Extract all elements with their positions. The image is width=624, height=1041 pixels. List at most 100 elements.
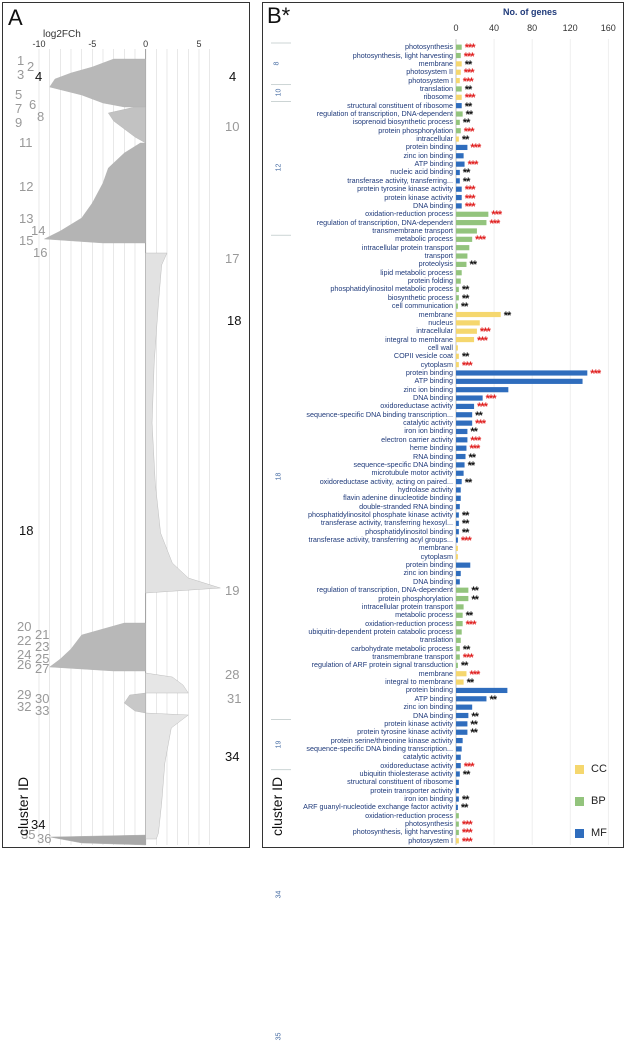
b-bar [456,236,473,242]
a-cluster-id: 27 [35,661,50,676]
b-category-label: oxidoreductase activity [380,401,453,411]
b-bar [456,194,462,201]
b-category-label: photosynthesis [405,42,453,52]
b-significance: *** [477,401,488,414]
b-significance: ** [471,710,479,723]
b-bar [456,729,468,735]
b-category-label: intracellular [416,134,453,144]
a-cluster-id: 4 [229,69,237,84]
b-bar [456,621,463,627]
b-category-label: regulation of transcription, DNA-depende… [316,109,453,118]
b-category-label: photosystem I [408,835,453,845]
b-bar [456,470,464,476]
b-category-label: cell communication [391,301,453,311]
b-bar [456,111,463,117]
b-category-label: photosystem II [406,67,453,77]
b-significance: ** [464,476,473,489]
b-bar [456,754,461,760]
b-bar [456,153,464,159]
b-category-label: phosphatidylinositol binding [365,526,453,536]
b-category-label: protein binding [405,560,453,570]
b-group-id: 8 [273,61,281,66]
b-bar [456,270,462,276]
b-category-label: oxidation-reduction process [365,618,453,628]
b-bar [456,712,469,719]
b-bar [456,295,459,301]
b-category-label: intracellular protein transport [361,601,453,611]
a-cluster-id: 19 [225,583,240,598]
b-group-id: 18 [275,473,283,481]
a-profile-block [145,672,189,694]
b-bar [456,737,463,744]
panel-b-y-title: cluster ID [269,776,285,836]
b-bar [456,671,467,677]
b-significance: ** [470,426,478,439]
b-bar [456,52,461,59]
b-bar [456,328,477,334]
a-cluster-id: 18 [227,313,242,328]
b-bar [456,771,460,777]
b-category-label: iron ion binding [404,426,453,436]
b-bar [456,829,459,836]
b-bar [456,103,462,109]
b-significance: *** [470,434,481,447]
b-tick-label: 0 [453,23,459,33]
b-bar [456,763,461,769]
b-bar [456,78,460,84]
a-cluster-id: 24 [17,647,32,662]
a-tick-label: 5 [196,39,202,49]
b-category-label: intracellular protein transport [361,242,453,252]
b-bar [456,646,460,652]
b-significance: *** [464,200,476,213]
b-bar [456,161,465,167]
b-bar [456,144,468,151]
b-bar [456,637,461,643]
b-bar [456,437,468,443]
b-significance: ** [462,175,471,188]
b-bar [456,654,460,660]
panel-b-plot [271,39,609,845]
b-group-id: 19 [275,740,283,749]
b-bar [456,220,487,226]
b-significance: *** [477,334,488,347]
b-bar [456,512,459,518]
b-bar [456,520,459,526]
b-category-label: membrane [418,309,453,319]
b-bar [456,378,583,384]
b-bar [456,570,461,577]
b-bar [456,554,458,560]
a-profile-block [49,834,146,846]
b-bar [456,746,462,752]
b-category-label: phosphatidylinositol phosphate kinase ac… [307,510,453,519]
b-bar [456,579,460,585]
a-cluster-id: 34 [31,817,46,832]
b-category-label: translation [419,635,453,645]
b-group-id: 10 [275,88,283,97]
panel-b-x-title: No. of genes [503,7,558,17]
b-bar [456,529,459,535]
b-significance: ** [460,301,469,314]
b-category-label: isoprenoid biosynthetic process [352,117,453,127]
b-category-label: structural constituent of ribosome [347,777,453,787]
b-category-label: microtubule motor activity [371,468,453,478]
b-category-label: protein binding [405,685,453,695]
b-bar [456,303,458,309]
b-category-label: transport [424,251,453,261]
b-bar [456,662,458,668]
a-cluster-id: 36 [37,831,52,846]
b-significance: ** [471,585,479,598]
b-significance: *** [465,618,477,631]
b-significance: *** [485,393,497,406]
b-significance: *** [461,835,473,848]
b-category-label: COPII vesicle coat [393,351,453,361]
b-tick-label: 80 [527,23,538,33]
b-bar [456,336,475,343]
b-category-label: oxidoreductase activity [380,760,453,770]
a-cluster-id: 13 [19,211,34,226]
a-cluster-id: 29 [17,687,32,702]
panel-a-label: A [8,5,23,30]
b-significance: *** [467,159,479,172]
b-category-label: transmembrane transport [372,225,453,235]
b-category-label: ATP binding [414,693,454,703]
legend-swatch [575,765,584,774]
